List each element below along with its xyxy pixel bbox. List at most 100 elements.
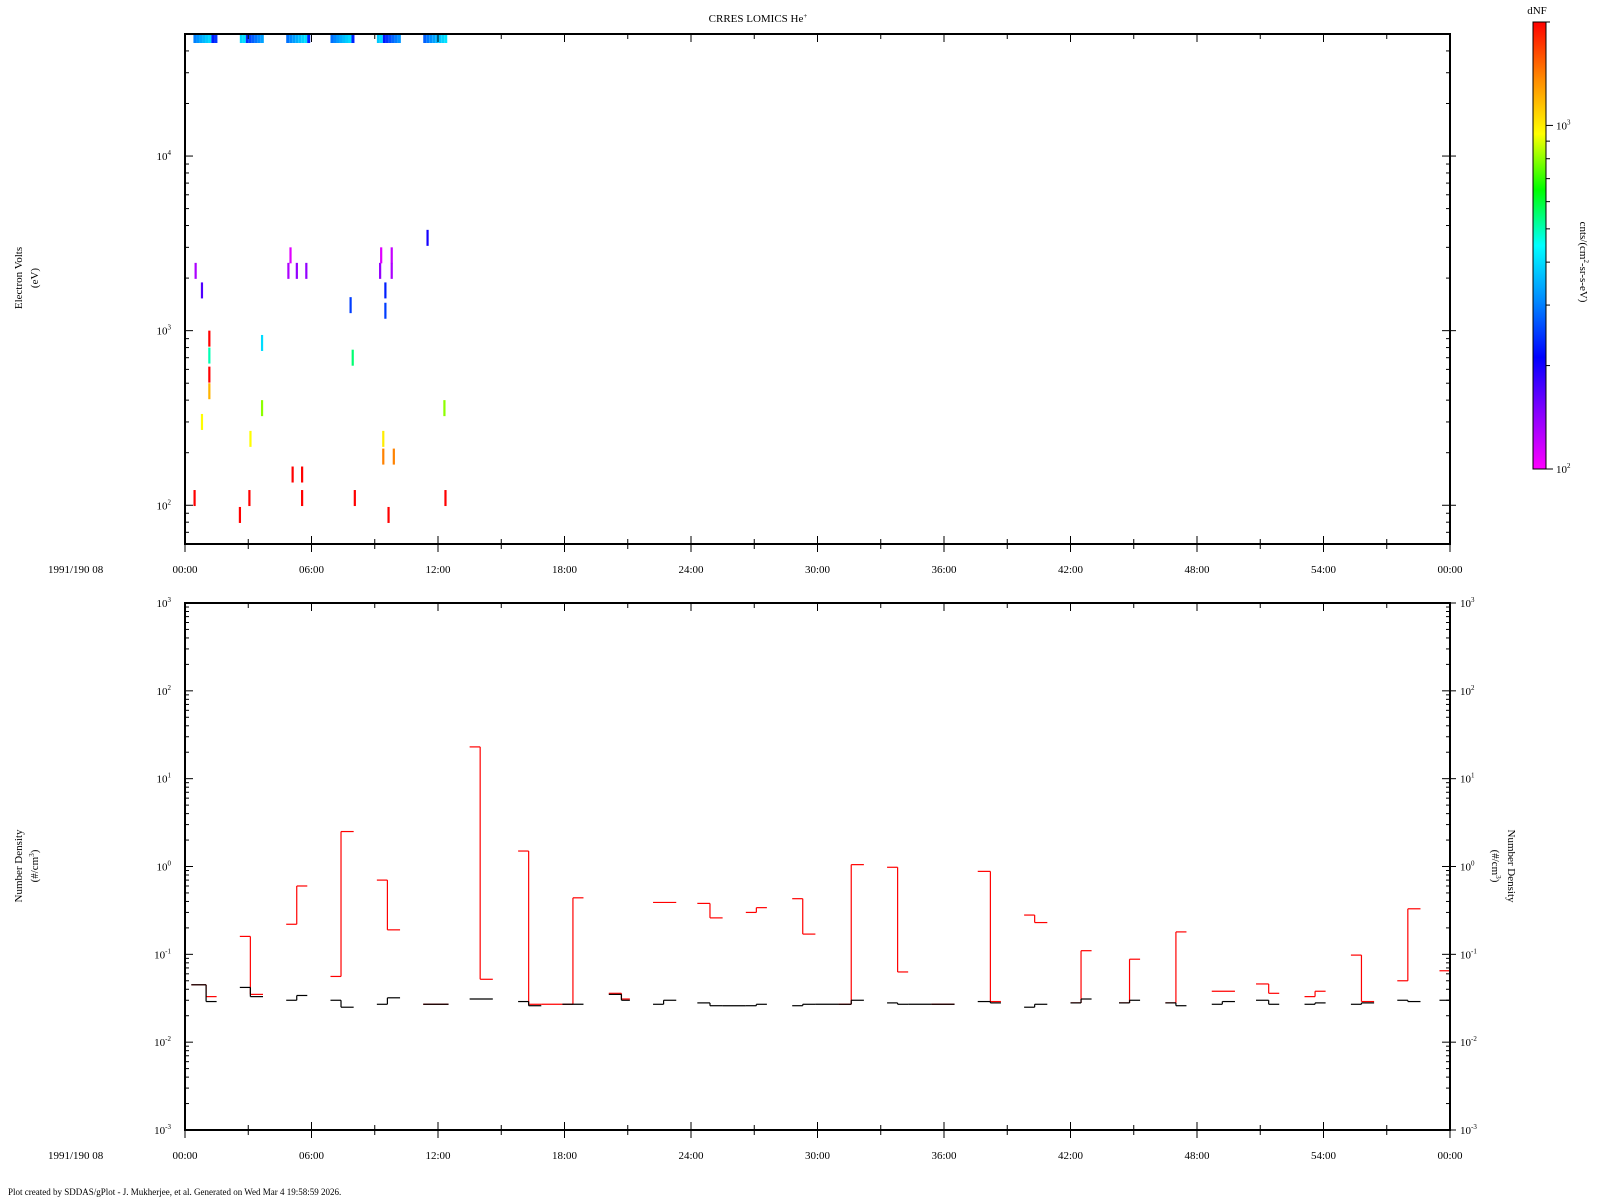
spectrogram-band-cell bbox=[376, 35, 380, 43]
spectrogram-x-start-label: 1991/190 08 bbox=[48, 564, 104, 576]
spectrogram-cell bbox=[194, 262, 197, 279]
colorbar-ticks: 102 103 bbox=[1546, 21, 1571, 476]
density-series bbox=[191, 746, 1451, 1008]
spectrogram-cell bbox=[287, 262, 290, 279]
spectrogram-band-cell bbox=[342, 35, 346, 43]
spectrogram-band-cell bbox=[260, 35, 264, 43]
spectrogram-x-tick-label: 00:00 bbox=[172, 564, 198, 576]
density-y-tick-label-right: 102 bbox=[1460, 684, 1475, 698]
spectrogram-band-cell bbox=[214, 35, 218, 43]
spectrogram-cell bbox=[295, 262, 298, 279]
density-x-start-label: 1991/190 08 bbox=[48, 1150, 104, 1162]
density-y-label-left: Number Density bbox=[13, 829, 25, 903]
density-y-label-right: Number Density bbox=[1505, 829, 1517, 903]
density-y-unit-left: (#/cm3) bbox=[28, 849, 41, 882]
density-x-tick-label: 18:00 bbox=[552, 1150, 578, 1162]
spectrogram-band-cell bbox=[336, 35, 340, 43]
spectrogram-x-tick-label: 42:00 bbox=[1058, 564, 1084, 576]
spectrogram-band-cell bbox=[351, 35, 355, 43]
density-y-tick-label: 103 bbox=[157, 596, 172, 610]
spectrogram-band-cell bbox=[432, 35, 436, 43]
spectrogram-cell bbox=[208, 330, 211, 347]
spectrogram-band-cell bbox=[242, 35, 246, 43]
spectrogram-cell bbox=[443, 400, 446, 417]
spectrogram-band-cell bbox=[388, 35, 392, 43]
spectrogram-x-tick-label: 12:00 bbox=[425, 564, 451, 576]
plot-credit-footer: Plot created by SDDAS/gPlot - J. Mukherj… bbox=[8, 1187, 342, 1197]
spectrogram-band-cell bbox=[397, 35, 401, 43]
spectrogram-x-tick-label: 18:00 bbox=[552, 564, 578, 576]
spectrogram-cell bbox=[392, 448, 395, 465]
spectrogram-cell bbox=[200, 282, 204, 299]
spectrogram-band-cell bbox=[385, 35, 389, 43]
spectrogram-cell bbox=[208, 347, 211, 364]
spectrogram-cell bbox=[301, 466, 304, 483]
spectrogram-frame bbox=[184, 33, 1451, 545]
spectrogram-band-cell bbox=[307, 35, 311, 43]
density-x-tick-label: 30:00 bbox=[805, 1150, 831, 1162]
density-x-tick-label: 00:00 bbox=[172, 1150, 198, 1162]
spectrogram-cells bbox=[193, 229, 447, 523]
spectrogram-band-cell bbox=[248, 35, 252, 43]
density-frame bbox=[184, 602, 1451, 1131]
spectrogram-band-cell bbox=[292, 35, 296, 43]
spectrogram-cell bbox=[426, 229, 429, 246]
spectrogram-band-cell bbox=[435, 35, 439, 43]
spectrogram-cell bbox=[208, 383, 211, 400]
spectrogram-cell bbox=[384, 282, 387, 299]
spectrogram-cell bbox=[238, 506, 242, 523]
density-x-tick-label: 12:00 bbox=[425, 1150, 451, 1162]
spectrogram-band-cell bbox=[251, 35, 255, 43]
density-y-tick-label-right: 103 bbox=[1460, 596, 1475, 610]
density-x-tick-label: 00:00 bbox=[1437, 1150, 1463, 1162]
density-y-tick-label: 102 bbox=[157, 684, 172, 698]
density-y-tick-label: 10-2 bbox=[154, 1035, 171, 1049]
spectrogram-cell bbox=[351, 349, 354, 366]
spectrogram-band-cell bbox=[289, 35, 293, 43]
density-y-tick-label-right: 100 bbox=[1460, 860, 1475, 874]
spectrogram-cell bbox=[208, 366, 211, 383]
spectrogram-cell bbox=[249, 430, 252, 447]
density-x-tick-label: 36:00 bbox=[931, 1150, 957, 1162]
density-y-tick-label: 10-3 bbox=[154, 1123, 171, 1137]
colorbar-unit-a: cnts/(cm bbox=[1577, 222, 1589, 260]
spectrogram-cell bbox=[289, 247, 292, 264]
spectrogram-cell bbox=[248, 490, 251, 507]
spectrogram-band-cell bbox=[245, 35, 249, 43]
density-y-tick-label-right: 10-1 bbox=[1460, 947, 1477, 961]
spectrogram-cell bbox=[384, 302, 387, 319]
spectrogram-band-cell bbox=[394, 35, 398, 43]
spectrogram-cell bbox=[379, 262, 382, 279]
spectrogram-cell bbox=[193, 490, 196, 507]
spectrogram-band-cell bbox=[211, 35, 215, 43]
spectrogram-band-cell bbox=[257, 35, 261, 43]
spectrogram-band-cell bbox=[239, 35, 243, 43]
spectrogram-cell bbox=[260, 400, 264, 417]
spectrogram-band-cell bbox=[348, 35, 352, 43]
spectrogram-x-tick-label: 24:00 bbox=[678, 564, 704, 576]
spectrogram-band-cell bbox=[438, 35, 442, 43]
spectrogram-cell bbox=[200, 413, 204, 430]
density-y-tick-label-right: 10-2 bbox=[1460, 1035, 1477, 1049]
spectrogram-x-tick-label: 48:00 bbox=[1184, 564, 1210, 576]
density-y-tick-label-right: 10-3 bbox=[1460, 1123, 1477, 1137]
spectrogram-band-cell bbox=[205, 35, 209, 43]
spectrogram-cell bbox=[387, 506, 390, 523]
spectrogram-y-tick-label: 102 bbox=[157, 498, 172, 512]
spectrogram-band-cell bbox=[333, 35, 337, 43]
spectrogram-band-cell bbox=[441, 35, 445, 43]
spectrogram-y-axis: 102 103 104 bbox=[157, 33, 1456, 545]
spectrogram-cell bbox=[382, 448, 385, 465]
colorbar-tick-label: 102 bbox=[1556, 462, 1571, 476]
spectrogram-y-unit: (eV) bbox=[29, 268, 41, 288]
spectrogram-x-tick-label: 00:00 bbox=[1437, 564, 1463, 576]
spectrogram-cell bbox=[349, 297, 352, 314]
density-unit-left-c: ) bbox=[29, 849, 41, 853]
spectrogram-band-cell bbox=[199, 35, 203, 43]
spectrogram-y-label: Electron Volts bbox=[13, 247, 25, 309]
spectrogram-band-cell bbox=[423, 35, 427, 43]
spectrogram-y-tick-label: 104 bbox=[157, 149, 172, 163]
density-x-axis: 00:00 06:00 12:00 18:00 24:00 30:00 36:00 42:00… bbox=[172, 603, 1463, 1162]
spectrogram-x-tick-label: 30:00 bbox=[805, 564, 831, 576]
density-y-tick-label: 100 bbox=[157, 860, 172, 874]
